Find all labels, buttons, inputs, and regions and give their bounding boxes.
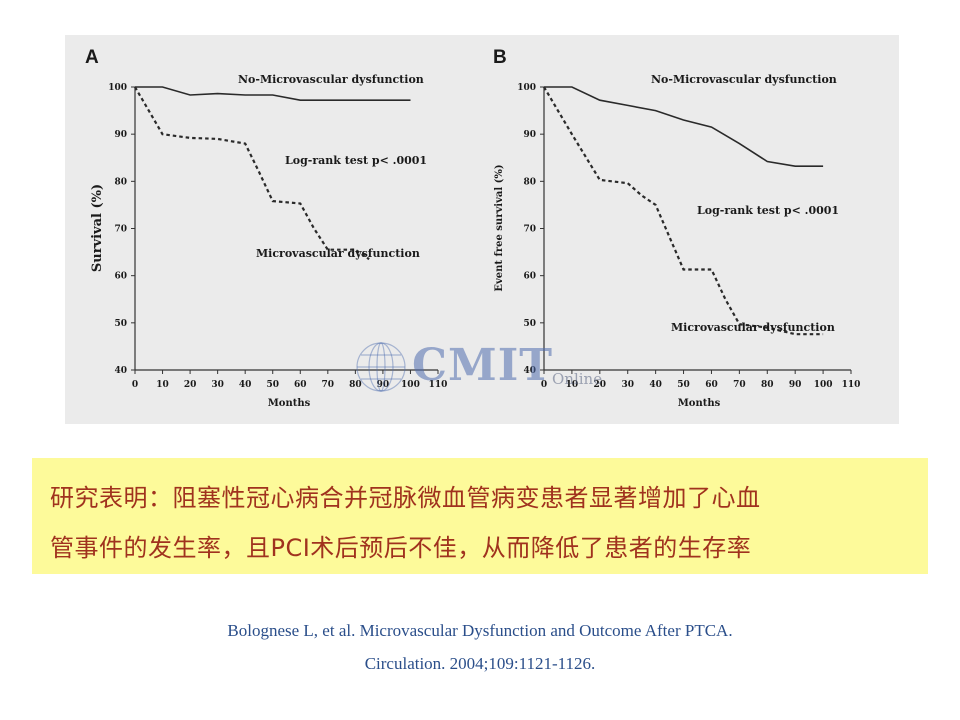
- series-line-microvascular-dysfunction: [134, 86, 370, 261]
- series-line-no-microvascular-dysfunction: [135, 86, 411, 101]
- x-tick-label: 0: [541, 380, 547, 390]
- x-tick-label: 70: [322, 380, 335, 390]
- y-tick-label: 50: [114, 319, 127, 329]
- x-tick-label: 90: [789, 380, 802, 390]
- watermark: CMIT Online: [352, 338, 622, 394]
- x-tick-label: 50: [266, 380, 279, 390]
- y-tick-label: 100: [517, 83, 536, 93]
- summary-line-1: 研究表明：阻塞性冠心病合并冠脉微血管病变患者显著增加了心血: [50, 484, 761, 512]
- y-tick-label: 100: [108, 83, 127, 93]
- panel-letter-b: B: [493, 47, 507, 68]
- series-label: No-Microvascular dysfunction: [238, 73, 424, 86]
- x-tick-label: 80: [761, 380, 774, 390]
- citation-line-1: Bolognese L, et al. Microvascular Dysfun…: [227, 621, 733, 640]
- x-tick-label: 30: [211, 380, 224, 390]
- watermark-subtext: Online: [552, 370, 603, 388]
- watermark-text: CMIT: [412, 340, 554, 391]
- x-tick-label: 70: [733, 380, 746, 390]
- series-label: Microvascular dysfunction: [671, 321, 835, 334]
- x-axis-label: Months: [268, 398, 311, 409]
- x-tick-label: 90: [377, 380, 390, 390]
- y-tick-label: 40: [523, 366, 536, 376]
- x-axis-label: Months: [678, 398, 721, 409]
- y-tick-label: 40: [114, 366, 127, 376]
- series-line-no-microvascular-dysfunction: [544, 86, 824, 167]
- y-tick-label: 90: [114, 130, 127, 140]
- log-rank-annotation: Log-rank test p< .0001: [285, 154, 427, 167]
- x-tick-label: 40: [649, 380, 662, 390]
- series-label: No-Microvascular dysfunction: [651, 73, 837, 86]
- y-axis-label: Event free survival (%): [494, 164, 505, 291]
- x-tick-label: 50: [677, 380, 690, 390]
- y-tick-label: 80: [114, 177, 127, 187]
- log-rank-annotation: Log-rank test p< .0001: [697, 204, 839, 217]
- x-tick-label: 110: [842, 380, 861, 390]
- y-tick-label: 60: [114, 272, 127, 282]
- y-tick-label: 70: [523, 225, 536, 235]
- x-tick-label: 100: [401, 380, 420, 390]
- series-label: Microvascular dysfunction: [256, 247, 420, 260]
- series-line-microvascular-dysfunction: [543, 86, 824, 336]
- x-tick-label: 10: [566, 380, 579, 390]
- y-axis-label: Survival (%): [90, 184, 105, 272]
- panel-letter-a: A: [85, 47, 99, 68]
- x-tick-label: 80: [349, 380, 362, 390]
- globe-icon: [356, 342, 406, 392]
- citation-line-2: Circulation. 2004;109:1121-1126.: [364, 654, 596, 673]
- x-tick-label: 60: [705, 380, 718, 390]
- x-tick-label: 30: [621, 380, 634, 390]
- x-tick-label: 20: [184, 380, 197, 390]
- summary-line-2: 管事件的发生率，且PCI术后预后不佳，从而降低了患者的生存率: [50, 534, 752, 562]
- y-tick-label: 70: [114, 225, 127, 235]
- x-tick-label: 40: [239, 380, 252, 390]
- x-tick-label: 110: [429, 380, 448, 390]
- y-tick-label: 50: [523, 319, 536, 329]
- summary-note: 研究表明：阻塞性冠心病合并冠脉微血管病变患者显著增加了心血 管事件的发生率，且P…: [32, 458, 928, 574]
- x-tick-label: 0: [132, 380, 138, 390]
- y-tick-label: 90: [523, 130, 536, 140]
- x-tick-label: 20: [594, 380, 607, 390]
- x-tick-label: 100: [814, 380, 833, 390]
- y-tick-label: 80: [523, 177, 536, 187]
- x-tick-label: 60: [294, 380, 307, 390]
- y-tick-label: 60: [523, 272, 536, 282]
- figure-panel: A 40 50 60 70 80 90 100 0 10 20 30 40 50 60 70 80 90 100 11…: [65, 35, 899, 424]
- x-tick-label: 10: [156, 380, 169, 390]
